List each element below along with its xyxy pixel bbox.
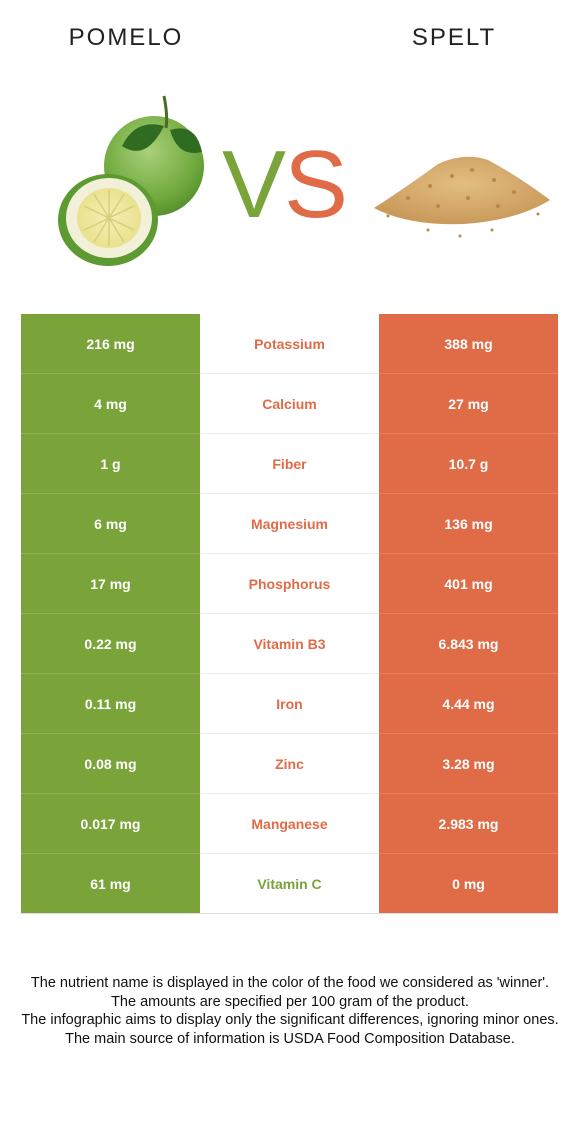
- left-value: 61 mg: [21, 853, 200, 914]
- nutrient-name: Zinc: [200, 733, 379, 794]
- left-value: 216 mg: [21, 314, 200, 374]
- footnote-line-3: The infographic aims to display only the…: [21, 1012, 559, 1028]
- nutrient-comparison-table: 216 mg Potassium 388 mg 4 mg Calcium 27 mg 1 g…: [21, 314, 558, 914]
- left-food-title: POMELO: [68, 24, 184, 51]
- right-value: 2.983 mg: [379, 793, 558, 854]
- nutrient-name: Iron: [200, 673, 379, 734]
- left-value: 6 mg: [21, 493, 200, 554]
- right-value: 6.843 mg: [379, 613, 558, 674]
- right-value: 10.7 g: [379, 433, 558, 494]
- right-value: 4.44 mg: [379, 673, 558, 734]
- footnote: The nutrient name is displayed in the co…: [18, 974, 562, 1048]
- spelt-image: [374, 156, 550, 238]
- nutrient-name: Fiber: [200, 433, 379, 494]
- nutrient-name: Vitamin C: [200, 853, 379, 914]
- left-value: 0.22 mg: [21, 613, 200, 674]
- left-value: 4 mg: [21, 373, 200, 434]
- right-value: 27 mg: [379, 373, 558, 434]
- footnote-line-2: The amounts are specified per 100 gram o…: [111, 993, 469, 1010]
- right-value: 401 mg: [379, 553, 558, 614]
- footnote-line-1: The nutrient name is displayed in the co…: [30, 975, 550, 991]
- right-value: 388 mg: [379, 314, 558, 374]
- table-row: 1 g Fiber 10.7 g: [21, 433, 558, 494]
- table-row: 0.08 mg Zinc 3.28 mg: [21, 733, 558, 794]
- left-value: 17 mg: [21, 553, 200, 614]
- nutrient-name: Phosphorus: [200, 553, 379, 614]
- table-row: 0.22 mg Vitamin B3 6.843 mg: [21, 613, 558, 674]
- right-value: 136 mg: [379, 493, 558, 554]
- table-row: 6 mg Magnesium 136 mg: [21, 493, 558, 554]
- left-value: 0.11 mg: [21, 673, 200, 734]
- nutrient-name: Vitamin B3: [200, 613, 379, 674]
- table-row: 4 mg Calcium 27 mg: [21, 373, 558, 434]
- table-row: 17 mg Phosphorus 401 mg: [21, 553, 558, 614]
- nutrient-name: Manganese: [200, 793, 379, 854]
- nutrient-name: Magnesium: [200, 493, 379, 554]
- right-value: 0 mg: [379, 853, 558, 914]
- nutrient-name: Calcium: [200, 373, 379, 434]
- right-food-title: SPELT: [411, 24, 497, 51]
- pomelo-image: [58, 95, 204, 266]
- nutrient-name: Potassium: [200, 314, 379, 374]
- right-value: 3.28 mg: [379, 733, 558, 794]
- versus-label: VS: [222, 131, 348, 238]
- left-value: 0.017 mg: [21, 793, 200, 854]
- left-value: 1 g: [21, 433, 200, 494]
- left-value: 0.08 mg: [21, 733, 200, 794]
- table-row: 0.11 mg Iron 4.44 mg: [21, 673, 558, 734]
- table-row: 0.017 mg Manganese 2.983 mg: [21, 793, 558, 854]
- table-row: 216 mg Potassium 388 mg: [21, 314, 558, 374]
- footnote-line-4: The main source of information is USDA F…: [65, 1030, 515, 1047]
